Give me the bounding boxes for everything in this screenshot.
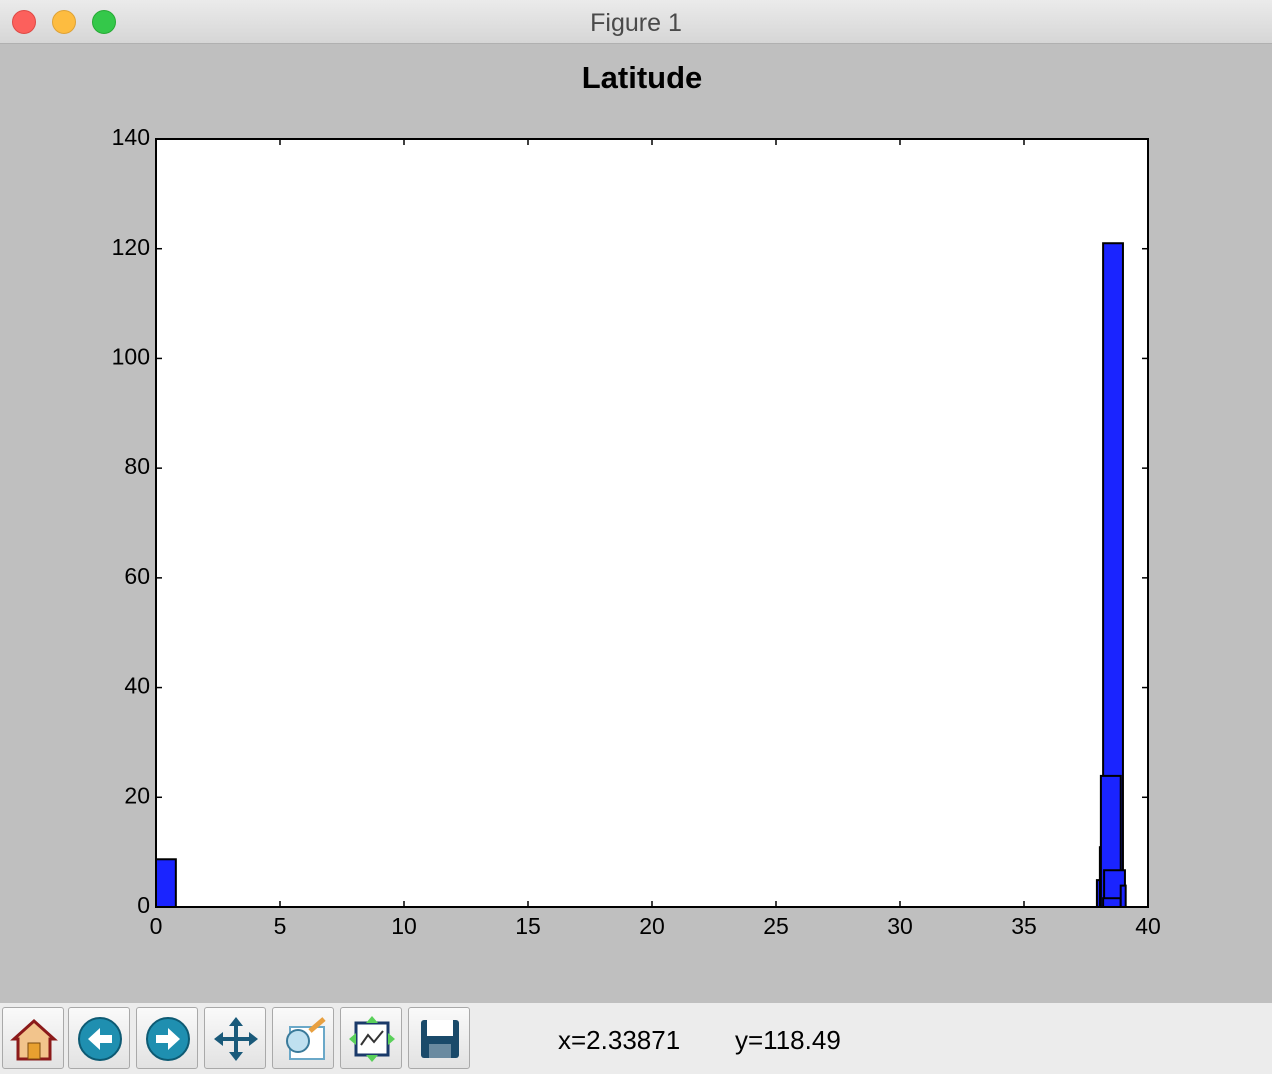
bar — [1119, 884, 1127, 908]
close-button[interactable] — [12, 10, 36, 34]
home-button[interactable] — [2, 1007, 64, 1069]
x-tick-label: 0 — [150, 913, 163, 939]
zoom-rect-button[interactable] — [272, 1007, 334, 1069]
x-tick-label: 35 — [1011, 913, 1037, 939]
y-tick-label: 120 — [112, 234, 150, 260]
pan-button[interactable] — [204, 1007, 266, 1069]
y-tick-label: 20 — [124, 782, 150, 808]
y-tick-label: 100 — [112, 344, 150, 370]
x-tick-label: 5 — [274, 913, 287, 939]
bar — [1102, 897, 1122, 908]
y-tick-label: 40 — [124, 673, 150, 699]
x-tick-label: 30 — [887, 913, 913, 939]
chart-title: Latitude — [582, 60, 703, 95]
toolbar: x=2.33871 y=118.49 — [0, 1003, 1272, 1074]
bar — [155, 858, 177, 909]
y-tick-label: 80 — [124, 453, 150, 479]
x-tick-label: 20 — [639, 913, 665, 939]
title-bar: Figure 1 — [0, 0, 1272, 44]
y-tick-label: 0 — [137, 892, 150, 918]
save-button[interactable] — [408, 1007, 470, 1069]
forward-button[interactable] — [136, 1007, 198, 1069]
plot-area — [156, 139, 1148, 907]
x-tick-label: 15 — [515, 913, 541, 939]
zoom-button[interactable] — [92, 10, 116, 34]
back-button[interactable] — [68, 1007, 130, 1069]
x-tick-label: 40 — [1135, 913, 1161, 939]
y-tick-label: 140 — [112, 124, 150, 150]
x-tick-label: 25 — [763, 913, 789, 939]
window-title: Figure 1 — [590, 9, 682, 37]
chart: Latitude 0 5 10 15 20 25 30 35 40 0 20 40 60 80 100 120… — [112, 60, 1161, 939]
x-tick-label: 10 — [391, 913, 417, 939]
status-y: y=118.49 — [735, 1025, 841, 1055]
status-x: x=2.33871 — [558, 1025, 681, 1055]
y-tick-label: 60 — [124, 563, 150, 589]
subplots-button[interactable] — [340, 1007, 402, 1069]
minimize-button[interactable] — [52, 10, 76, 34]
